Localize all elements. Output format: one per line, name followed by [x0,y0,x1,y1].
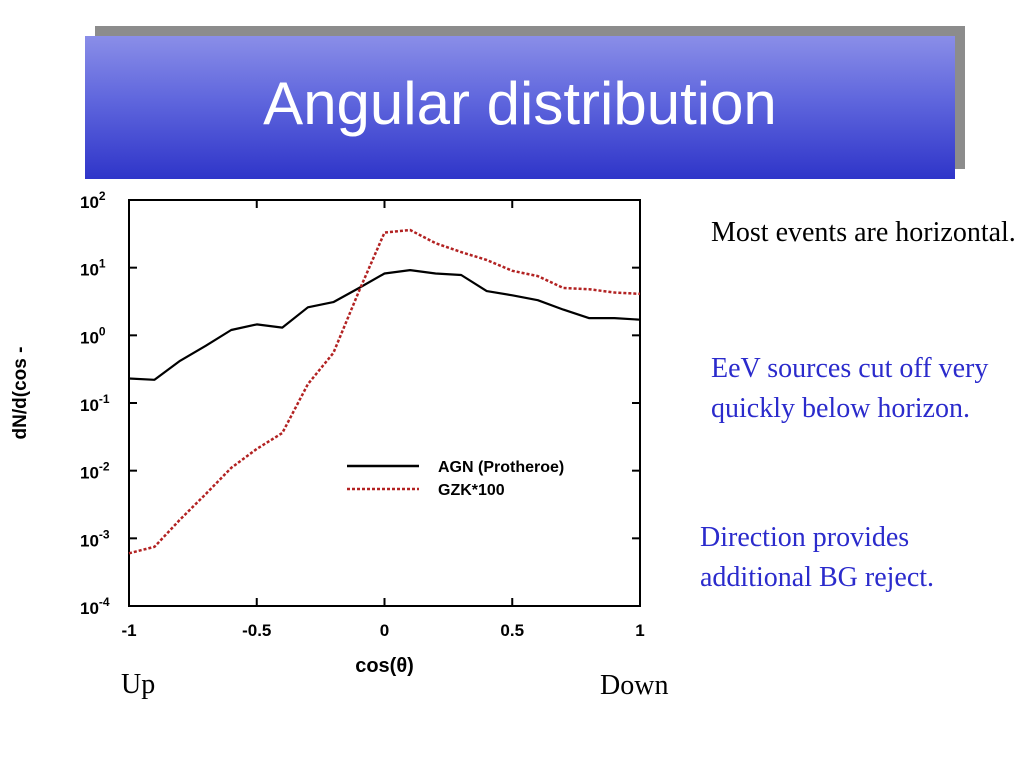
note-direction: Direction provides additional BG reject. [700,522,935,593]
note-horizontal: Most events are horizontal. [711,217,1016,248]
y-tick-label: 10-2 [80,460,110,483]
plot-layer: -1 -0.5 0 0.5 1 102 101 100 10-1 10-2 10-3 10-4 cos(… [10,189,645,677]
x-tick-label: -0.5 [242,621,271,640]
down-label: Down [600,670,669,701]
angular-distribution-chart: -1 -0.5 0 0.5 1 102 101 100 10-1 10-2 10-3 10-4 cos(… [10,189,645,677]
y-tick-label: 102 [80,189,106,212]
plot-frame [128,199,641,607]
y-tick-label: 100 [80,324,106,347]
x-tick-label: 1 [635,621,644,640]
x-tick-label: 0 [380,621,389,640]
x-axis-label: cos(θ) [355,655,414,677]
y-tick-label: 10-3 [80,527,110,550]
up-label: Up [121,669,156,700]
legend-label: GZK*100 [438,482,505,499]
y-axis-label: dN/d(cos - [10,347,31,440]
y-tick-label: 10-4 [80,595,110,618]
legend-label: AGN (Protheroe) [438,459,564,476]
slide-title: Angular distribution [263,69,777,137]
x-tick-label: -1 [121,621,136,640]
series-line-1 [128,228,641,555]
note-eev: EeV sources cut off very quickly below h… [711,353,989,424]
title-banner: Angular distribution [85,36,955,179]
series-line-0 [128,269,641,381]
y-tick-label: 101 [80,257,106,280]
x-tick-label: 0.5 [500,621,524,640]
y-tick-label: 10-1 [80,392,110,415]
